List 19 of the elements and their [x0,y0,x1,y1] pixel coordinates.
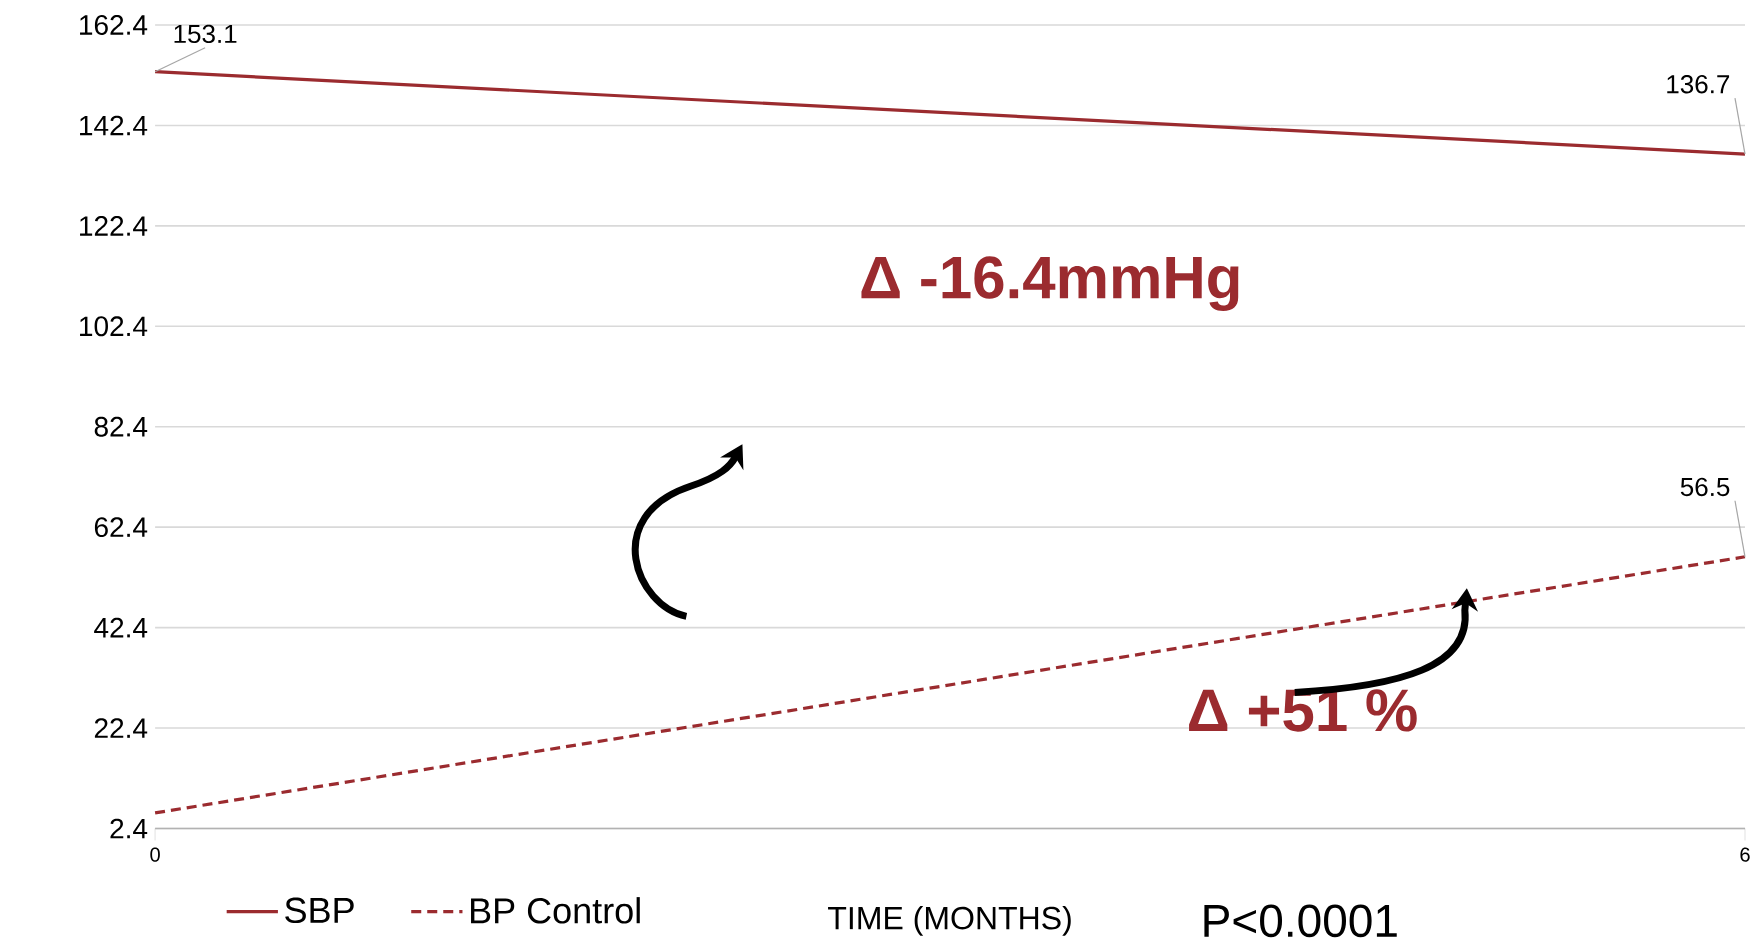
y-tick-label: 22.4 [94,718,148,739]
text: P<0.0001 [1204,904,1397,938]
y-tick-label: 42.4 [94,618,148,638]
data-label: 56.5 [1680,477,1730,497]
y-tick-label: 102.4 [80,316,148,337]
legend-label: BP Control [471,897,640,924]
y-tick-label: 2.4 [110,818,148,839]
y-tick-label: 122.4 [80,216,148,236]
x-tick-label: 0 [150,847,160,862]
x-axis-title: TIME (MONTHS) [828,906,1071,937]
y-tick-label: 162.4 [80,15,148,36]
x-tick-label: 6 [1740,847,1750,862]
data-label: 136.7 [1667,75,1730,94]
y-tick-label: 82.4 [94,417,148,437]
annotation: Δ -16.4mmHg [861,256,1239,312]
y-tick-label: 142.4 [80,115,148,136]
y-tick-label: 62.4 [94,517,148,538]
legend-label: SBP [285,897,354,924]
data-label: 153.1 [174,24,237,44]
